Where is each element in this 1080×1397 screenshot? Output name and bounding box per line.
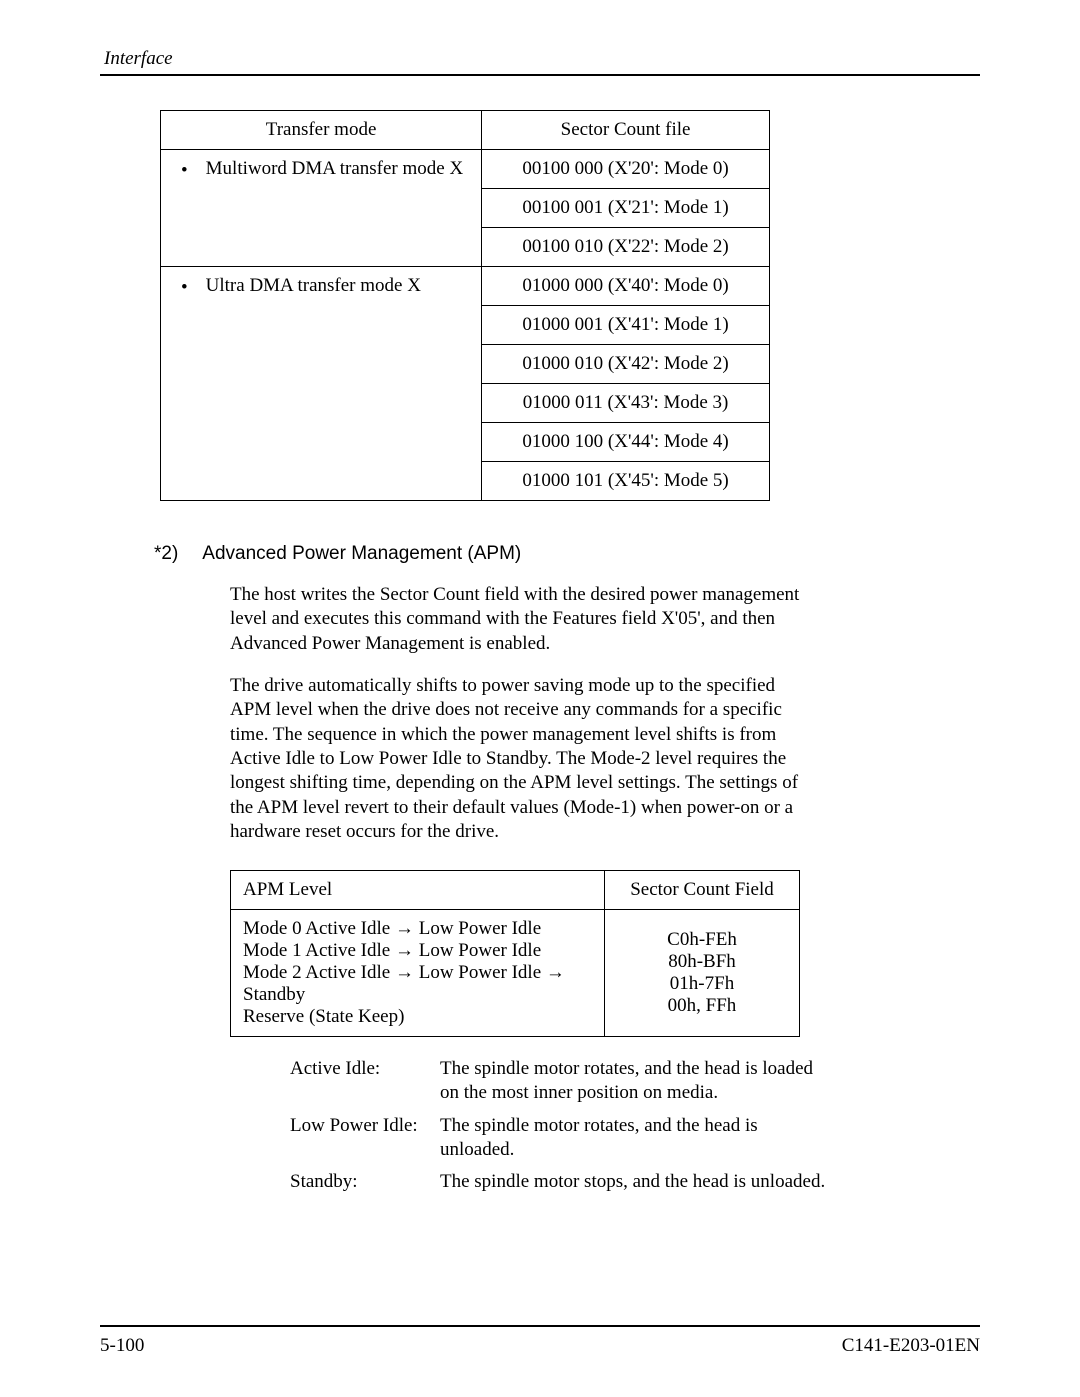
sector-count-file-cell: 01000 101 (X'45': Mode 5) — [482, 462, 770, 501]
sector-count-file-cell: 01000 011 (X'43': Mode 3) — [482, 384, 770, 423]
paragraph-1: The host writes the Sector Count field w… — [230, 583, 810, 656]
th-sector-count-field: Sector Count Field — [605, 871, 800, 910]
th-apm-level: APM Level — [231, 871, 605, 910]
apm-level-line: Reserve (State Keep) — [243, 1006, 592, 1028]
sector-count-field-line: 01h-7Fh — [617, 973, 787, 995]
bullet-icon: • — [181, 278, 188, 297]
definition-row: Standby:The spindle motor stops, and the… — [290, 1170, 830, 1194]
sector-count-field-line: C0h-FEh — [617, 929, 787, 951]
sector-count-file-cell: 00100 001 (X'21': Mode 1) — [482, 189, 770, 228]
definition-row: Low Power Idle:The spindle motor rotates… — [290, 1114, 830, 1163]
sector-count-file-cell: 01000 010 (X'42': Mode 2) — [482, 345, 770, 384]
section-title: Advanced Power Management (APM) — [202, 543, 521, 565]
footer-page-number: 5-100 — [100, 1335, 144, 1357]
apm-level-line: Mode 2 Active Idle → Low Power Idle → St… — [243, 962, 592, 1006]
definition-row: Active Idle:The spindle motor rotates, a… — [290, 1057, 830, 1106]
sector-count-file-cell: 00100 000 (X'20': Mode 0) — [482, 150, 770, 189]
page-footer: 5-100 C141-E203-01EN — [100, 1325, 980, 1357]
sector-count-field-line: 80h-BFh — [617, 951, 787, 973]
definition-term: Standby: — [290, 1170, 440, 1194]
transfer-mode-cell: • Multiword DMA transfer mode X — [161, 150, 482, 267]
footer-rule — [100, 1325, 980, 1327]
header-rule — [100, 74, 980, 76]
sector-count-field-cell: C0h-FEh80h-BFh01h-7Fh00h, FFh — [605, 910, 800, 1037]
bullet-icon: • — [181, 161, 188, 180]
section-heading: *2) Advanced Power Management (APM) — [154, 543, 980, 565]
sector-count-file-cell: 01000 100 (X'44': Mode 4) — [482, 423, 770, 462]
running-head: Interface — [104, 48, 980, 70]
definitions-block: Active Idle:The spindle motor rotates, a… — [290, 1057, 830, 1195]
definition-term: Low Power Idle: — [290, 1114, 440, 1163]
apm-level-table: APM Level Sector Count Field Mode 0 Acti… — [230, 870, 800, 1037]
apm-level-cell: Mode 0 Active Idle → Low Power IdleMode … — [231, 910, 605, 1037]
transfer-mode-label: Ultra DMA transfer mode X — [206, 275, 421, 297]
paragraph-2: The drive automatically shifts to power … — [230, 674, 810, 844]
transfer-mode-label: Multiword DMA transfer mode X — [206, 158, 464, 180]
apm-level-line: Mode 0 Active Idle → Low Power Idle — [243, 918, 592, 940]
page: Interface Transfer mode Sector Count fil… — [0, 0, 1080, 1397]
sector-count-file-cell: 01000 001 (X'41': Mode 1) — [482, 306, 770, 345]
definition-body: The spindle motor stops, and the head is… — [440, 1170, 830, 1194]
apm-level-line: Mode 1 Active Idle → Low Power Idle — [243, 940, 592, 962]
sector-count-file-cell: 00100 010 (X'22': Mode 2) — [482, 228, 770, 267]
footer-doc-id: C141-E203-01EN — [842, 1335, 980, 1357]
definition-body: The spindle motor rotates, and the head … — [440, 1057, 830, 1106]
th-sector-count-file: Sector Count file — [482, 111, 770, 150]
sector-count-field-line: 00h, FFh — [617, 995, 787, 1017]
transfer-mode-cell: • Ultra DMA transfer mode X — [161, 267, 482, 501]
transfer-mode-table: Transfer mode Sector Count file • Multiwo… — [160, 110, 770, 501]
sector-count-file-cell: 01000 000 (X'40': Mode 0) — [482, 267, 770, 306]
definition-body: The spindle motor rotates, and the head … — [440, 1114, 830, 1163]
definition-term: Active Idle: — [290, 1057, 440, 1106]
section-number: *2) — [154, 543, 178, 565]
th-transfer-mode: Transfer mode — [161, 111, 482, 150]
